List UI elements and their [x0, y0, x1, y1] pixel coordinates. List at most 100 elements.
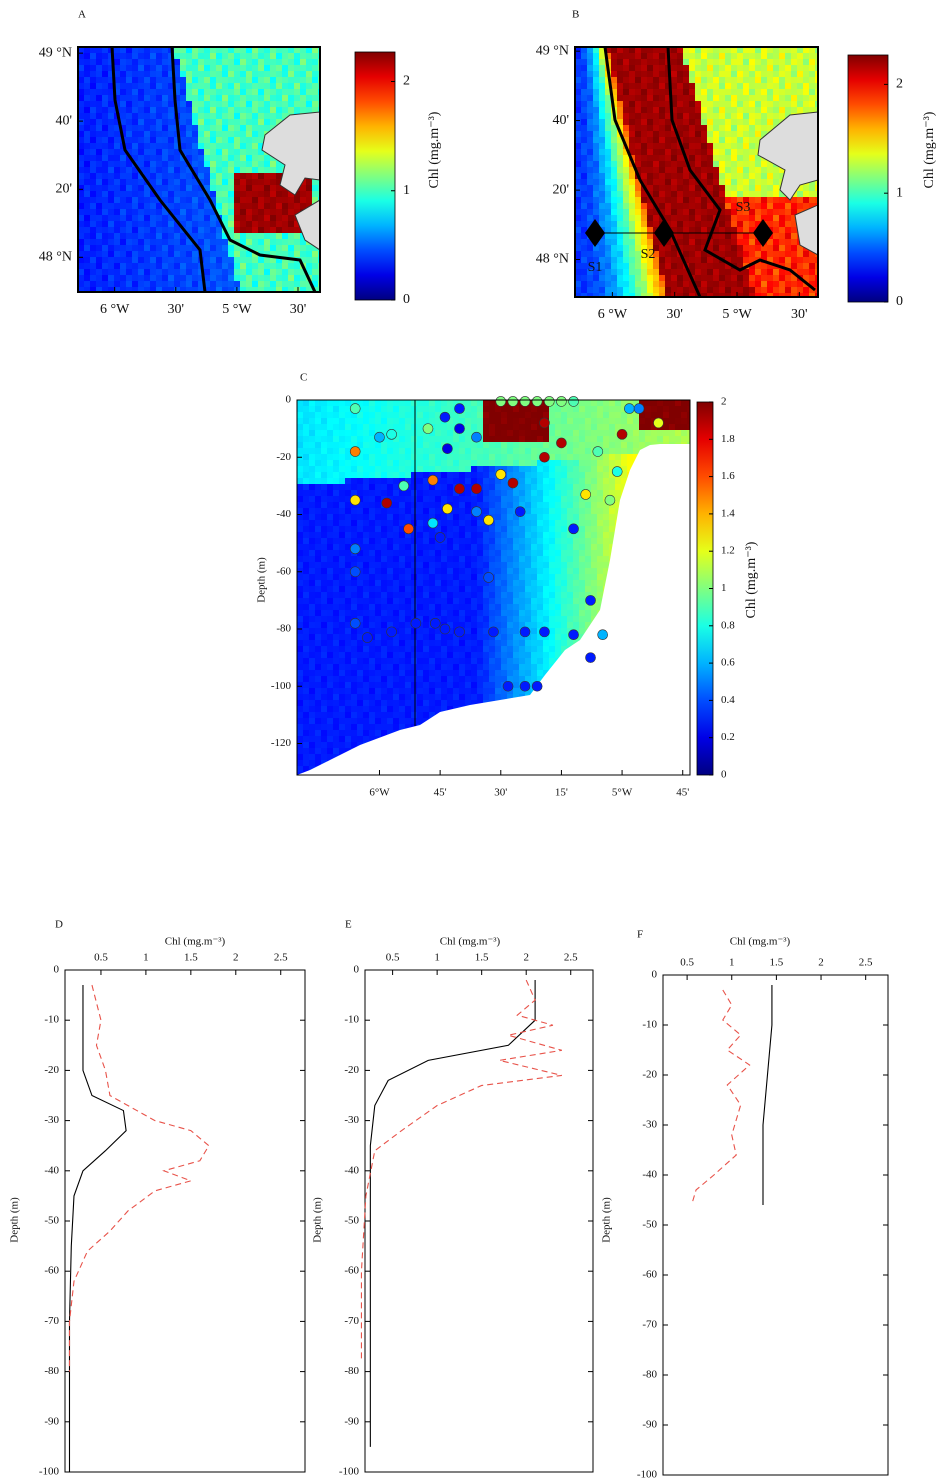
field-cell	[180, 173, 187, 180]
field-cell	[707, 227, 714, 234]
field-cell	[222, 155, 229, 162]
field-cell	[803, 263, 810, 270]
field-cell	[399, 400, 406, 407]
field-cell	[755, 137, 762, 144]
field-cell	[114, 215, 121, 222]
field-cell	[168, 263, 175, 270]
field-cell	[647, 155, 654, 162]
field-cell	[339, 478, 346, 485]
field-cell	[192, 257, 199, 264]
field-cell	[653, 101, 660, 108]
field-cell	[737, 233, 744, 240]
field-cell	[78, 185, 85, 192]
field-cell	[78, 275, 85, 282]
field-cell	[369, 466, 376, 473]
field-cell	[327, 418, 334, 425]
field-cell	[791, 83, 798, 90]
field-cell	[276, 77, 283, 84]
field-cell	[587, 209, 594, 216]
field-cell	[114, 167, 121, 174]
field-cell	[623, 173, 630, 180]
field-cell	[150, 47, 157, 54]
field-cell	[737, 125, 744, 132]
field-cell	[363, 400, 370, 407]
field-cell	[240, 197, 247, 204]
field-cell	[809, 293, 816, 297]
field-cell	[671, 59, 678, 66]
field-cell	[102, 53, 109, 60]
field-cell	[345, 682, 352, 689]
field-cell	[126, 215, 133, 222]
field-cell	[587, 167, 594, 174]
field-cell	[405, 694, 412, 701]
field-cell	[393, 670, 400, 677]
field-cell	[258, 89, 265, 96]
field-cell	[809, 191, 816, 198]
field-cell	[144, 59, 151, 66]
field-cell	[258, 209, 265, 216]
field-cell	[315, 670, 322, 677]
field-cell	[611, 293, 618, 297]
field-cell	[252, 71, 259, 78]
field-cell	[575, 221, 582, 228]
field-cell	[791, 101, 798, 108]
field-cell	[321, 592, 328, 599]
field-cell	[725, 203, 732, 210]
field-cell	[144, 239, 151, 246]
field-cell	[240, 251, 247, 258]
field-cell	[204, 209, 211, 216]
field-cell	[258, 143, 265, 150]
field-cell	[315, 544, 322, 551]
field-cell	[611, 149, 618, 156]
field-cell	[204, 269, 211, 276]
field-cell	[357, 628, 364, 635]
field	[575, 47, 818, 297]
field-cell	[399, 544, 406, 551]
field-cell	[707, 179, 714, 186]
field-cell	[144, 227, 151, 234]
field-cell	[755, 95, 762, 102]
field-cell	[755, 173, 762, 180]
field-cell	[303, 430, 310, 437]
field-cell	[222, 131, 229, 138]
field-cell	[761, 203, 768, 210]
field-cell	[84, 185, 91, 192]
field-cell	[695, 143, 702, 150]
field-cell	[315, 448, 322, 455]
field-cell	[78, 287, 85, 292]
field-cell	[156, 113, 163, 120]
field-cell	[297, 562, 304, 569]
field-cell	[84, 119, 91, 126]
field-cell	[96, 71, 103, 78]
field-cell	[345, 694, 352, 701]
field-cell	[276, 53, 283, 60]
field-cell	[593, 53, 600, 60]
field-cell	[246, 137, 253, 144]
field-cell	[318, 185, 320, 192]
field-cell	[635, 257, 642, 264]
field-cell	[423, 532, 430, 539]
field-cell	[309, 418, 316, 425]
field-cell	[363, 454, 370, 461]
field-cell	[258, 221, 265, 228]
field-cell	[719, 191, 726, 198]
field-cell	[327, 472, 334, 479]
field-cell	[345, 496, 352, 503]
field-cell	[743, 203, 750, 210]
field-cell	[701, 47, 708, 54]
field-cell	[222, 89, 229, 96]
field-cell	[743, 173, 750, 180]
field-cell	[282, 221, 289, 228]
field-cell	[653, 137, 660, 144]
field-cell	[216, 89, 223, 96]
field-cell	[210, 59, 217, 66]
field-cell	[411, 424, 418, 431]
field-cell	[102, 131, 109, 138]
field-cell	[719, 173, 726, 180]
field-cell	[321, 532, 328, 539]
field-cell	[138, 59, 145, 66]
field-cell	[246, 47, 253, 54]
field-cell	[635, 113, 642, 120]
field-cell	[375, 478, 382, 485]
field-cell	[417, 706, 424, 713]
